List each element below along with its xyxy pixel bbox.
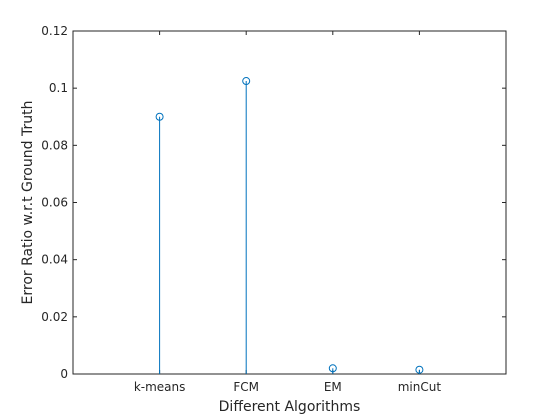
x-tick-label: minCut [398, 380, 442, 394]
x-tick-label: k-means [134, 380, 186, 394]
x-tick-label: FCM [233, 380, 259, 394]
y-tick-label: 0.12 [41, 24, 68, 38]
y-tick-label: 0.06 [41, 196, 68, 210]
x-tick-label: EM [324, 380, 342, 394]
y-tick-label: 0 [60, 367, 68, 381]
y-tick-label: 0.08 [41, 138, 68, 152]
y-tick-label: 0.04 [41, 253, 68, 267]
y-axis-label: Error Ratio w.r.t Ground Truth [20, 101, 36, 305]
y-tick-label: 0.02 [41, 310, 68, 324]
x-axis-label: Different Algorithms [219, 399, 361, 415]
plot-area [73, 31, 506, 374]
y-tick-label: 0.1 [49, 81, 68, 95]
